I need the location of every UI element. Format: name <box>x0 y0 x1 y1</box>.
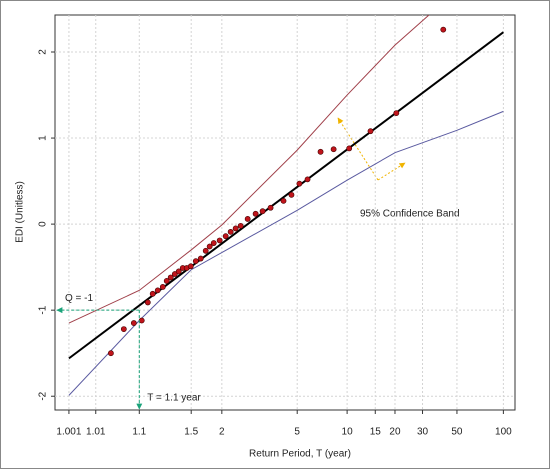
data-point <box>210 240 217 246</box>
data-point <box>330 146 337 153</box>
x-tick-label: 1.5 <box>184 427 198 438</box>
data-point <box>187 263 194 270</box>
data-point <box>197 255 204 262</box>
data-point <box>227 228 234 235</box>
series-line <box>68 110 504 396</box>
data-point <box>296 180 303 187</box>
data-point <box>163 278 170 284</box>
x-tick-label: 5 <box>294 427 300 438</box>
y-tick-label: 0 <box>38 221 49 227</box>
data-point <box>202 247 209 254</box>
annotation-arrow <box>337 117 379 181</box>
data-point <box>317 148 324 155</box>
x-tick-label: 1.01 <box>86 427 106 438</box>
data-point <box>175 268 182 275</box>
data-point <box>244 216 251 222</box>
x-axis-label: Return Period, T (year) <box>249 449 351 460</box>
data-point <box>346 145 353 152</box>
y-axis-label: EDI (Unitless) <box>15 181 26 243</box>
data-point <box>393 110 400 117</box>
y-tick-label: 1 <box>38 135 49 141</box>
y-tick-label: -2 <box>38 391 49 400</box>
data-point <box>167 274 174 281</box>
guide-label: T = 1.1 year <box>147 393 201 404</box>
band-annotation: 95% Confidence Band <box>360 209 460 220</box>
data-point <box>159 284 166 290</box>
x-tick-label: 10 <box>342 427 354 438</box>
x-tick-label: 1.001 <box>56 427 81 438</box>
x-tick-label: 50 <box>451 427 463 438</box>
plot-area <box>54 14 516 411</box>
data-point <box>222 233 229 240</box>
x-tick-label: 15 <box>370 427 382 438</box>
data-point <box>107 350 114 357</box>
data-point <box>304 176 311 183</box>
series-line <box>68 31 504 360</box>
data-point <box>144 299 151 306</box>
x-tick-label: 2 <box>219 427 225 438</box>
data-point <box>154 287 161 294</box>
data-point <box>206 243 213 250</box>
data-point <box>237 222 244 229</box>
data-point <box>130 320 137 326</box>
data-point <box>232 225 239 232</box>
data-point <box>149 290 156 297</box>
y-tick-label: -1 <box>38 305 49 314</box>
annotation-arrow <box>377 162 406 181</box>
data-point <box>267 204 274 211</box>
data-point <box>367 128 374 135</box>
data-point <box>288 191 295 198</box>
data-point <box>259 208 266 215</box>
x-tick-label: 1.1 <box>132 427 146 438</box>
x-tick-label: 100 <box>495 427 512 438</box>
data-point <box>440 26 447 33</box>
data-point <box>252 210 259 217</box>
data-point <box>138 317 145 324</box>
data-point <box>192 258 199 265</box>
data-point <box>280 197 287 204</box>
x-tick-label: 20 <box>389 427 401 438</box>
series-line <box>68 15 430 324</box>
x-tick-label: 30 <box>417 427 429 438</box>
data-point <box>120 326 127 333</box>
y-tick-label: 2 <box>38 49 49 55</box>
data-point <box>216 237 223 244</box>
guide-label: Q = -1 <box>65 293 94 304</box>
